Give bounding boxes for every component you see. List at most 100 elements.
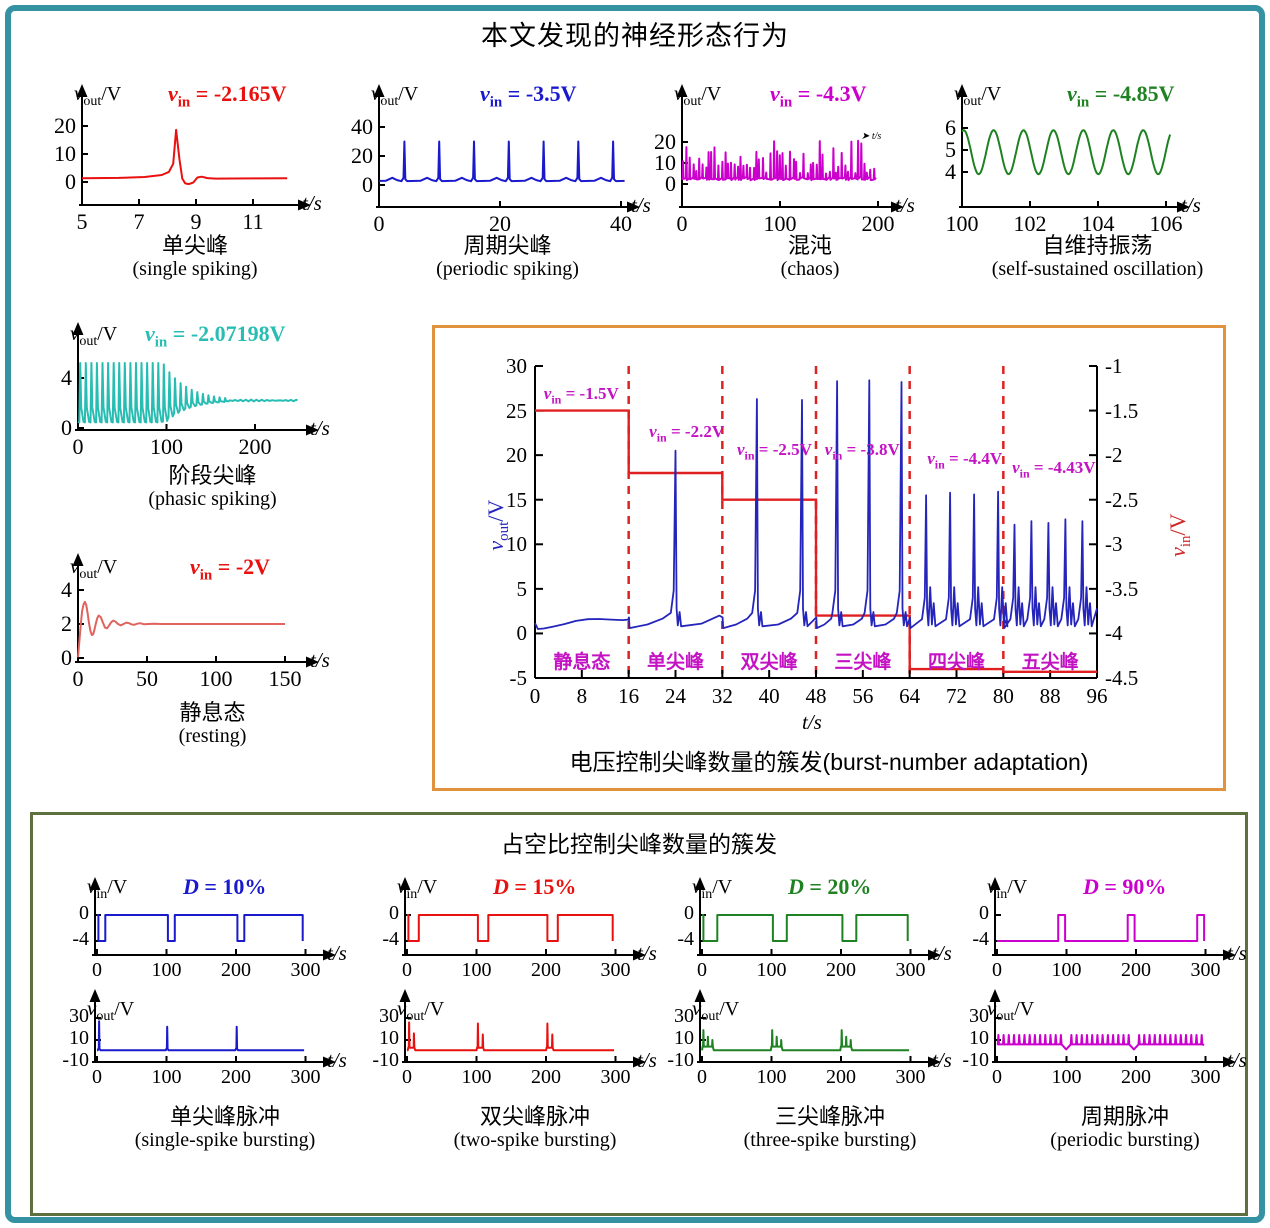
y-axis-title: vin/V (397, 874, 438, 902)
self-sustained-oscillation-curve (961, 129, 1172, 176)
axes (956, 84, 1190, 213)
plot-caption-zh: 静息态 (179, 700, 246, 725)
input-voltage-annotation: D = 20% (788, 874, 872, 899)
vout-periodic-bursting-canvas (989, 989, 1236, 1068)
plot-caption-en: (periodic spiking) (436, 258, 579, 281)
y-axis-arrow-icon (956, 84, 968, 97)
vin-duty-10-plot: 0 100 200 300 0 -4 t/s vin/V D = 10% (72, 874, 375, 988)
x-axis-unit-label: t/s (327, 1048, 347, 1072)
left-tick-label: 30 (506, 354, 527, 378)
left-tick-label: 15 (506, 487, 527, 512)
x-axis-unit-label: t/s (802, 710, 822, 734)
x-tick-label: 200 (861, 211, 895, 236)
right-tick-label: -4.5 (1105, 666, 1139, 690)
input-voltage-annotation: D = 10% (183, 874, 267, 899)
vin-step-label: vin = -4.43V (1012, 457, 1096, 480)
y-axis-arrow-icon (694, 877, 706, 890)
y-axis-title: vout/V (74, 81, 122, 109)
vout-three-spike-bursting-plot: 三尖峰脉冲 (three-spike bursting) 0 100 200 300 3… (667, 989, 980, 1200)
axes (72, 553, 319, 668)
chaos-curve (681, 139, 877, 182)
x-axis-arrow-icon (627, 201, 640, 213)
chaos-plot: 混沌 (chaos) 0 100 200 0 10 20 t/s vout/V vin = -4… (654, 81, 955, 315)
vout-trace-curve (534, 379, 1098, 630)
plot-caption-en: (single spiking) (132, 258, 258, 281)
x-tick-label: 300 (1190, 1066, 1221, 1088)
plot-caption-zh: 单尖峰 (161, 233, 228, 258)
y-tick-label: 0 (65, 169, 76, 194)
x-axis-arrow-icon (298, 199, 311, 211)
self-sustained-oscillation-canvas (956, 84, 1190, 213)
vin-step-label: vin = -2.2V (649, 421, 725, 445)
x-tick-label: 72 (946, 684, 967, 708)
x-tick-label: 150 (268, 666, 302, 691)
x-tick-label: 100 (461, 959, 492, 981)
y-axis-title: vout/V (954, 81, 1002, 109)
periodic-spiking-plot: 周期尖峰 (periodic spiking) 0 20 40 0 20 40 t/s vou… (351, 81, 660, 315)
y-axis-arrow-icon (989, 877, 1001, 890)
y-tick-label: 0 (979, 902, 989, 924)
x-axis-unit-label: t/s (1181, 193, 1201, 217)
x-tick-label: 100 (756, 959, 787, 981)
axes (989, 989, 1236, 1068)
burst-number-caption: 电压控制尖峰数量的簇发(burst-number adaptation) (569, 749, 1089, 775)
input-voltage-annotation: vin = -2V (190, 554, 271, 584)
x-axis-arrow-icon (323, 1056, 336, 1068)
y-tick-label: 20 (54, 113, 76, 138)
resting-plot: 静息态 (resting) 0 50 100 150 0 2 4 t/s vout/V vin =… (40, 553, 385, 788)
plot-caption-zh: 自维持振荡 (1042, 233, 1153, 258)
vin-duty-90-curve (997, 914, 1206, 942)
y-tick-label: -10 (62, 1049, 89, 1071)
y-tick-label: 10 (654, 150, 676, 175)
x-tick-label: 102 (1013, 211, 1047, 236)
x-tick-label: 300 (895, 1066, 926, 1088)
y-axis-arrow-icon (399, 877, 411, 890)
burst-number-adaptation-plot: 30 25 20 15 10 5 0 -5 -1 -1.5 -2 -2.5 -3 -3.5 -4 -4.5 0 8… (435, 328, 1223, 738)
x-tick-label: 24 (665, 684, 686, 708)
axes (694, 989, 941, 1068)
x-axis-unit-label: t/s (327, 941, 347, 965)
x-axis-unit-label: t/s (310, 416, 330, 440)
right-tick-label: -1.5 (1105, 398, 1139, 423)
y-tick-label: 2 (61, 611, 72, 636)
x-axis-unit-label: t/s (895, 193, 915, 217)
y-axis-title: vin/V (987, 874, 1028, 902)
x-tick-label: 20 (489, 211, 511, 236)
x-tick-label: 0 (992, 1066, 1002, 1088)
inset-time-label: ➤ t/s (861, 131, 882, 142)
y-tick-label: 0 (61, 415, 72, 440)
y-tick-label: 30 (379, 1005, 399, 1027)
x-tick-label: 40 (610, 211, 632, 236)
vin-step-label: vin = -1.5V (543, 383, 619, 407)
y-axis-title: vin/V (87, 874, 128, 902)
x-axis-arrow-icon (1177, 201, 1190, 213)
y-axis-arrow-icon (989, 989, 1001, 1002)
x-axis-arrow-icon (928, 1056, 941, 1068)
vin-duty-15-curve (407, 914, 614, 942)
x-tick-label: 5 (76, 209, 88, 234)
x-tick-label: 96 (1086, 684, 1108, 708)
vout-three-spike-bursting-canvas (694, 989, 941, 1068)
left-tick-label: 25 (506, 398, 527, 423)
vin-step-label: vin = -2.5V (736, 439, 812, 463)
x-tick-label: 16 (618, 684, 640, 708)
y-tick-label: -4 (382, 928, 399, 950)
x-tick-label: 0 (373, 211, 385, 236)
plot-caption-en: (chaos) (780, 258, 840, 281)
plot-caption-en: (resting) (178, 725, 247, 748)
plot-caption-en: (single-spike bursting) (134, 1129, 316, 1152)
y-tick-label: -4 (677, 928, 694, 950)
x-axis-unit-label: t/s (631, 193, 651, 217)
y-tick-label: 0 (665, 171, 676, 196)
x-axis-unit-label: t/s (1227, 1048, 1247, 1072)
x-tick-label: 300 (1190, 959, 1221, 981)
y-tick-label: 0 (389, 902, 399, 924)
x-axis-unit-label: t/s (932, 941, 952, 965)
x-tick-label: 0 (697, 1066, 707, 1088)
y-tick-label: 10 (54, 141, 76, 166)
x-axis-arrow-icon (306, 424, 319, 436)
y-tick-label: 0 (362, 172, 373, 197)
right-axis-title: vin/V (1164, 513, 1195, 557)
vin-step-curve (535, 409, 1097, 673)
x-tick-label: 200 (826, 959, 856, 981)
